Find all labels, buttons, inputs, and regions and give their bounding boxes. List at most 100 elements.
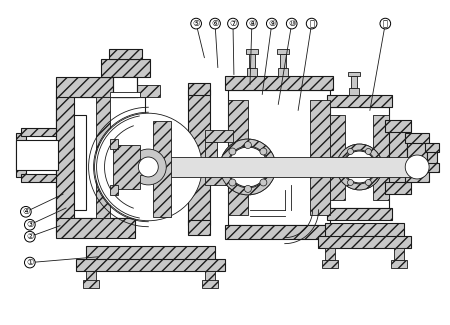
Bar	[394, 248, 404, 260]
Bar	[351, 76, 357, 88]
Bar	[16, 140, 58, 170]
Circle shape	[343, 151, 375, 183]
Text: ⑤: ⑤	[192, 19, 200, 28]
Bar	[322, 260, 338, 267]
Text: ⑩: ⑩	[288, 19, 296, 28]
Bar	[385, 182, 411, 194]
Bar	[324, 223, 404, 237]
Bar	[111, 92, 140, 97]
Bar	[56, 90, 74, 235]
Bar	[246, 49, 258, 55]
Bar	[83, 280, 99, 289]
Bar	[425, 143, 439, 152]
Circle shape	[228, 147, 268, 187]
Bar	[188, 83, 210, 95]
Bar	[113, 77, 137, 97]
Bar	[329, 107, 389, 208]
Bar	[228, 90, 329, 225]
Circle shape	[244, 142, 252, 149]
Circle shape	[244, 185, 252, 192]
Bar	[56, 77, 135, 97]
Circle shape	[365, 179, 371, 186]
Circle shape	[337, 144, 382, 190]
Text: ①: ①	[26, 258, 34, 267]
Bar	[95, 97, 111, 218]
Circle shape	[229, 148, 236, 155]
Circle shape	[347, 179, 353, 186]
Circle shape	[405, 155, 429, 179]
Circle shape	[374, 164, 380, 170]
Circle shape	[229, 179, 236, 186]
Bar	[130, 85, 160, 97]
Bar	[188, 90, 210, 225]
Bar	[108, 49, 142, 59]
Bar	[392, 260, 407, 267]
Circle shape	[338, 164, 345, 170]
Bar	[188, 220, 210, 235]
Bar	[21, 128, 56, 136]
Bar	[350, 88, 360, 95]
Bar	[76, 259, 225, 270]
Text: ⑨: ⑨	[268, 19, 275, 28]
Wedge shape	[228, 147, 268, 187]
Text: ②: ②	[26, 232, 34, 241]
Bar	[327, 208, 392, 220]
Bar	[318, 236, 411, 248]
Circle shape	[130, 149, 166, 185]
Bar	[56, 97, 145, 218]
Circle shape	[347, 149, 353, 154]
Bar	[74, 115, 86, 210]
Bar	[249, 55, 255, 68]
Bar	[56, 218, 135, 238]
Bar	[324, 248, 334, 260]
Circle shape	[260, 179, 267, 186]
Text: ④: ④	[22, 207, 30, 216]
Wedge shape	[337, 144, 382, 190]
Bar	[348, 72, 360, 76]
Text: ⑫: ⑫	[383, 19, 388, 28]
Bar	[205, 142, 217, 173]
Circle shape	[220, 139, 276, 195]
Bar	[389, 128, 407, 187]
Bar	[86, 246, 215, 260]
Bar	[247, 68, 257, 76]
Text: ⑪: ⑪	[309, 19, 314, 28]
Bar	[16, 133, 26, 177]
Bar	[405, 133, 429, 143]
Wedge shape	[343, 151, 375, 183]
Bar	[202, 280, 218, 289]
Bar	[427, 148, 437, 167]
Wedge shape	[220, 139, 276, 195]
Bar	[205, 173, 233, 185]
Text: ⑥: ⑥	[212, 19, 219, 28]
Bar	[405, 172, 429, 182]
Bar	[425, 163, 439, 172]
Bar	[21, 174, 56, 182]
Bar	[100, 59, 150, 77]
Bar	[280, 55, 286, 68]
Bar	[86, 270, 95, 282]
Bar	[225, 225, 333, 239]
Bar	[205, 130, 233, 142]
Bar	[111, 185, 118, 195]
Bar	[228, 100, 248, 215]
Circle shape	[138, 157, 158, 177]
Bar	[407, 138, 427, 177]
Bar	[327, 95, 392, 107]
Circle shape	[266, 163, 273, 171]
Bar	[310, 100, 329, 215]
Circle shape	[94, 113, 202, 221]
Bar	[205, 270, 215, 282]
Circle shape	[365, 149, 371, 154]
Bar	[374, 115, 389, 200]
Circle shape	[222, 163, 230, 171]
Polygon shape	[113, 145, 153, 189]
Bar	[153, 121, 171, 217]
Bar	[385, 120, 411, 132]
Bar	[329, 115, 346, 200]
Bar	[278, 68, 288, 76]
Bar	[225, 76, 333, 90]
Text: ③: ③	[26, 220, 34, 229]
Bar	[140, 157, 419, 177]
Circle shape	[260, 148, 267, 155]
